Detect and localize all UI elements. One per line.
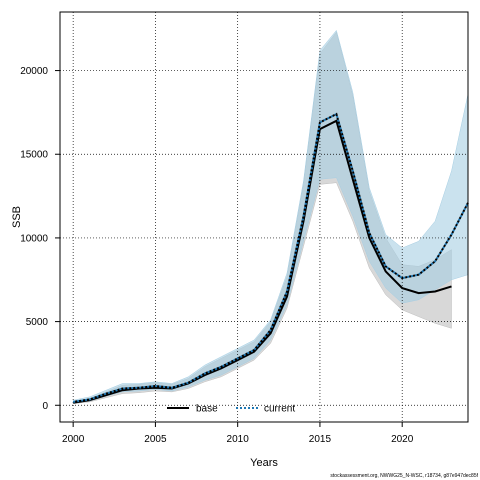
confidence-band-current bbox=[72, 29, 469, 404]
series-line-current-dots bbox=[73, 112, 469, 403]
x-axis-title: Years bbox=[250, 457, 278, 469]
x-tick-label: 2010 bbox=[227, 434, 250, 445]
series-lines bbox=[73, 112, 469, 404]
x-tick-label: 2000 bbox=[62, 434, 85, 445]
confidence-bands bbox=[72, 29, 469, 404]
legend-label-current: current bbox=[264, 404, 295, 415]
x-tick-label: 2020 bbox=[391, 434, 414, 445]
plot-frame bbox=[59, 11, 469, 423]
grid-lines bbox=[60, 12, 468, 422]
legend-label-base: base bbox=[196, 404, 218, 415]
series-line-current bbox=[73, 112, 469, 403]
y-axis-title: SSB bbox=[11, 206, 23, 228]
y-tick-label: 5000 bbox=[26, 317, 49, 328]
y-tick-label: 20000 bbox=[20, 66, 48, 77]
y-tick-label: 15000 bbox=[20, 150, 48, 161]
x-tick-label: 2005 bbox=[144, 434, 167, 445]
credit-text: stockassessment.org, NWWG25_N-WSC, r1873… bbox=[330, 473, 478, 479]
y-tick-label: 10000 bbox=[20, 233, 48, 244]
x-axis-ticks: 2000 2005 2010 2015 2020 bbox=[62, 422, 414, 445]
x-tick-label: 2015 bbox=[309, 434, 332, 445]
y-tick-label: 0 bbox=[42, 401, 48, 412]
legend: base current bbox=[167, 404, 295, 415]
y-axis-ticks: 0 5000 10000 15000 20000 bbox=[20, 66, 60, 412]
